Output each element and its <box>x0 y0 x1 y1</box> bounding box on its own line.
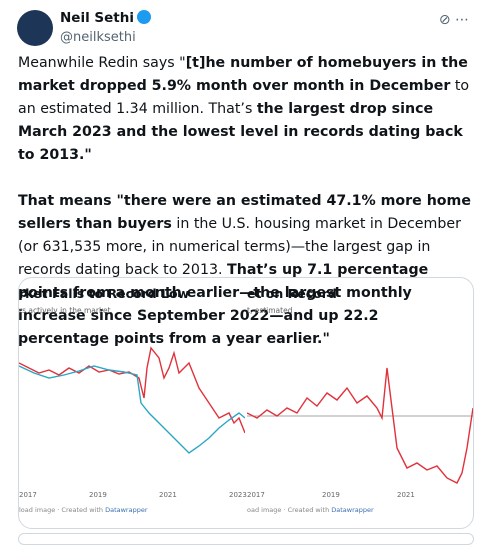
text-segment: [t]he number of homebuyers in the market… <box>18 55 468 94</box>
credit: · Created with <box>55 506 106 514</box>
chart-subtitle: t, estimated <box>247 306 293 315</box>
brand[interactable]: Datawrapper <box>331 506 374 514</box>
x-label: 2021 <box>159 491 177 499</box>
left-chart-image[interactable]: rket Falls to Record Low rs actively in … <box>19 278 247 528</box>
x-label: 2019 <box>322 491 340 499</box>
chart-footer: load image · Created with Datawrapper <box>19 506 148 514</box>
media-card[interactable]: rket Falls to Record Low rs actively in … <box>18 277 474 529</box>
chart-footer: oad image · Created with Datawrapper <box>247 506 374 514</box>
next-card-edge <box>18 533 474 545</box>
x-label: 2019 <box>89 491 107 499</box>
author-handle[interactable]: @neilksethi <box>60 30 136 45</box>
x-label: 2023 <box>229 491 247 499</box>
author-name[interactable]: Neil Sethi <box>60 10 151 26</box>
author-name-text[interactable]: Neil Sethi <box>60 10 134 26</box>
x-label: 2021 <box>397 491 415 499</box>
tweet-text: Meanwhile Redin says "[t]he number of ho… <box>18 52 473 374</box>
x-label: 2017 <box>247 491 265 499</box>
text-segment: That’s up 7.1 percentage points from a m… <box>18 262 429 347</box>
text-segment: Meanwhile Redin says " <box>18 55 186 71</box>
chart-title: rket Falls to Record Low <box>19 286 190 301</box>
paragraph: That means "there were an estimated 47.1… <box>18 190 473 351</box>
credit: · Created with <box>281 506 332 514</box>
text-segment: to an estimated 1.34 million. That’s <box>18 78 470 117</box>
chart-lines <box>247 367 473 484</box>
paragraph: Meanwhile Redin says "[t]he number of ho… <box>18 52 473 167</box>
right-chart-image[interactable]: et on Record t, estimated 2017 2019 2021… <box>247 278 473 528</box>
text-segment: the largest drop since March 2023 and th… <box>18 101 463 163</box>
chart-lines <box>19 346 245 454</box>
x-label: 2017 <box>19 491 37 499</box>
chart-subtitle: rs actively in the market <box>19 306 111 315</box>
chart-title: et on Record <box>247 286 337 301</box>
footer-link[interactable]: load image <box>19 506 56 514</box>
avatar[interactable] <box>17 10 53 46</box>
verified-badge <box>136 10 151 24</box>
tweet-actions[interactable]: ⊘ ⋯ <box>438 12 469 28</box>
text-segment: That means "there were an estimated 47.1… <box>18 193 471 232</box>
brand[interactable]: Datawrapper <box>105 506 148 514</box>
footer-link[interactable]: oad image <box>247 506 282 514</box>
text-segment: in the U.S. housing market in December (… <box>18 216 461 278</box>
